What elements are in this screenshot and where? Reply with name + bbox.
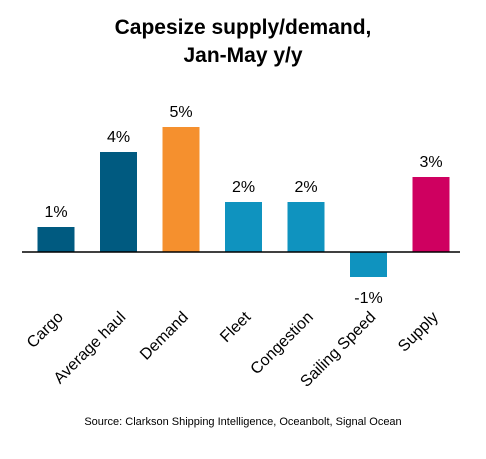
data-label: 2%: [232, 179, 255, 196]
bar-average-haul: [100, 152, 137, 252]
bar-supply: [412, 177, 450, 252]
data-label: 3%: [419, 154, 442, 171]
chart-title-line-1: Capesize supply/demand,: [114, 16, 372, 39]
bar-sailing-speed: [350, 252, 387, 277]
chart-title-line-2: Jan-May y/y: [183, 44, 303, 67]
category-label: Cargo: [24, 309, 67, 352]
data-label: 2%: [294, 179, 317, 196]
bar-cargo: [37, 227, 75, 252]
bar-congestion: [287, 202, 325, 252]
data-label: 5%: [169, 104, 192, 121]
chart-title: Capesize supply/demand, Jan-May y/y: [0, 14, 486, 70]
data-label: -1%: [354, 290, 382, 307]
category-label: Demand: [137, 309, 192, 364]
source-note: Source: Clarkson Shipping Intelligence, …: [84, 416, 402, 428]
data-label: 4%: [107, 129, 130, 146]
data-label: 1%: [44, 204, 67, 221]
category-label: Fleet: [217, 308, 255, 346]
bar-demand: [162, 127, 200, 252]
bar-fleet: [225, 202, 262, 252]
category-label: Congestion: [248, 309, 317, 378]
category-label: Supply: [395, 309, 442, 356]
